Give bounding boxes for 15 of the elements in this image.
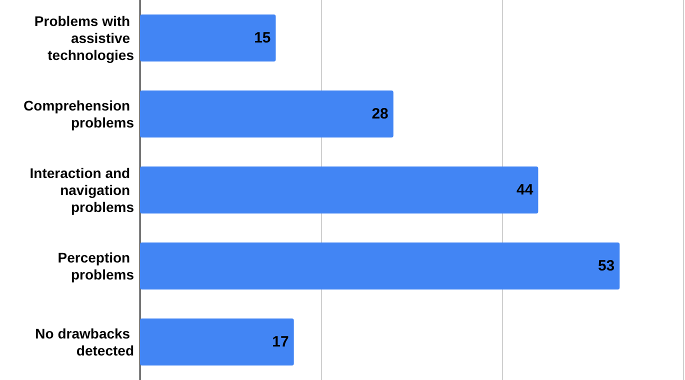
bar (140, 242, 620, 290)
y-tick-label: Problems with assistive technologies (34, 13, 134, 63)
bar (140, 318, 294, 366)
y-tick-label: Interaction and navigation problems (30, 165, 134, 215)
data-label: 28 (372, 106, 388, 122)
bar (140, 14, 276, 62)
data-label: 44 (516, 182, 534, 198)
y-tick-label: No drawbacks detected (35, 326, 134, 358)
data-label: 53 (598, 258, 615, 274)
data-label: 17 (272, 334, 289, 350)
bar (140, 90, 394, 138)
bar (140, 166, 538, 214)
y-tick-label: Comprehension problems (24, 98, 134, 130)
data-label: 15 (254, 30, 271, 46)
y-tick-label: Perception problems (58, 250, 134, 282)
